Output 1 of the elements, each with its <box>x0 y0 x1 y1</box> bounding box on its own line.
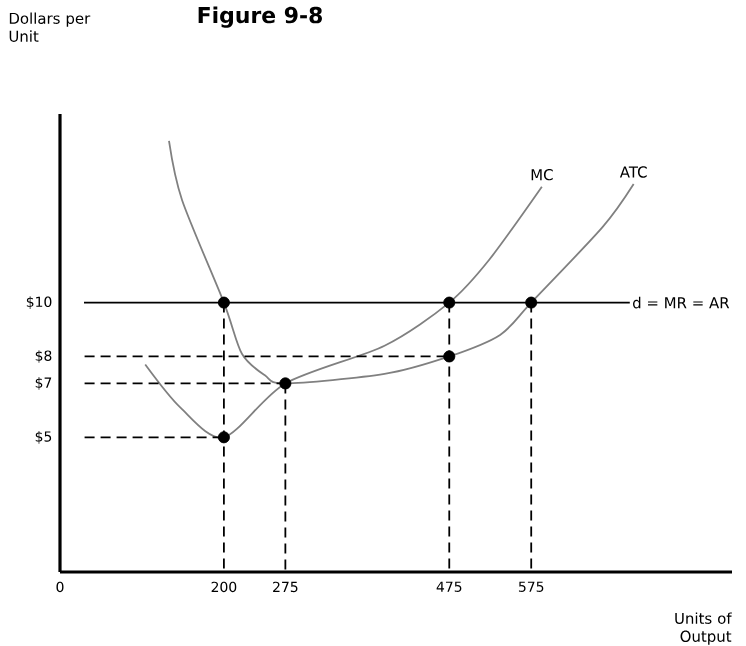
chart-title: Figure 9-8 <box>198 6 322 28</box>
